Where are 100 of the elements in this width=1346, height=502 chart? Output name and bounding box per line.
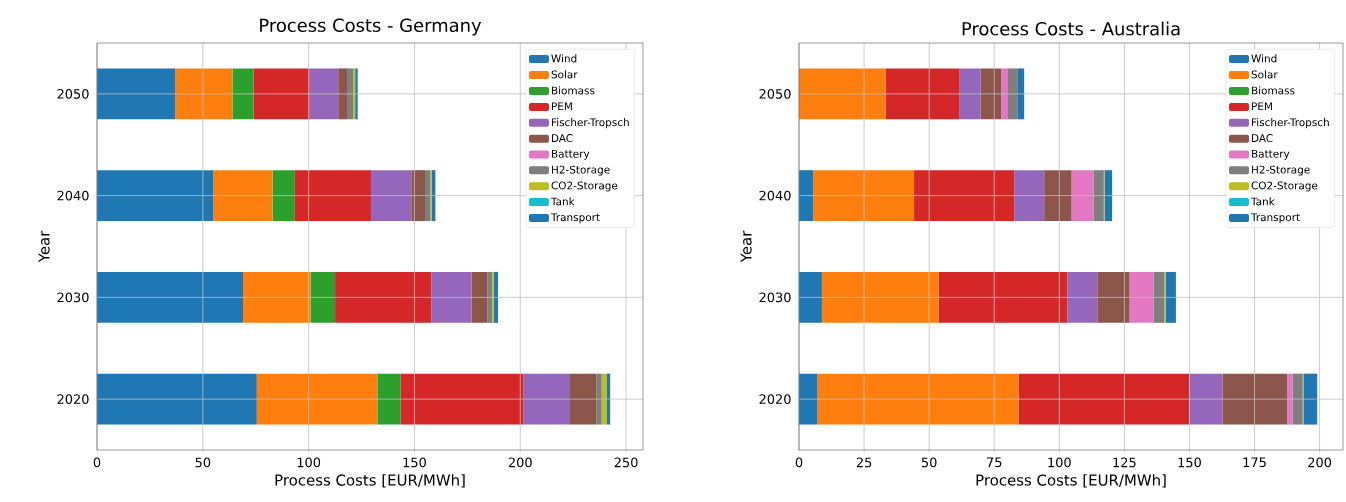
legend-label: Tank — [1250, 197, 1275, 206]
bar — [799, 271, 822, 323]
legend-label: Solar — [1251, 70, 1278, 79]
x-axis-title: Process Costs [EUR/MWh] — [275, 474, 465, 488]
bar — [1292, 373, 1303, 425]
legend-label: Transport — [550, 213, 600, 224]
x-tick-label: 175 — [1243, 457, 1266, 468]
bar — [569, 373, 597, 425]
bar — [253, 68, 310, 120]
legend-label: CO2-Storage — [1251, 181, 1318, 192]
bar — [1044, 170, 1072, 222]
bar — [1008, 68, 1018, 120]
legend-label: Biomass — [1252, 86, 1295, 95]
y-tick-label: 2030 — [759, 292, 791, 303]
bar — [1071, 170, 1094, 222]
x-tick-label: 150 — [403, 457, 426, 468]
legend-label: Biomass — [551, 86, 595, 95]
bar — [97, 68, 176, 120]
bar — [1129, 271, 1154, 323]
bar — [272, 170, 295, 222]
legend-label: DAC — [551, 134, 573, 143]
bar — [1018, 373, 1190, 425]
bar — [97, 373, 257, 425]
legend-label: Wind — [1251, 54, 1277, 63]
legend-label: H2-Storage — [551, 165, 610, 176]
bar — [97, 271, 244, 323]
bar — [596, 373, 602, 425]
bar — [1303, 373, 1318, 425]
legend-label: DAC — [1252, 134, 1273, 143]
bar — [607, 373, 611, 425]
bar — [400, 373, 524, 425]
x-tick-label: 125 — [1113, 457, 1136, 468]
bar — [959, 68, 981, 120]
x-tick-label: 50 — [921, 457, 937, 468]
bar — [1014, 170, 1045, 222]
legend-label: Battery — [1252, 149, 1290, 160]
bar — [493, 271, 499, 323]
x-tick-label: 0 — [93, 457, 101, 468]
bar — [347, 68, 354, 120]
x-tick-label: 0 — [795, 457, 803, 468]
bar — [243, 271, 311, 323]
legend-label: Wind — [551, 54, 577, 63]
bar — [914, 170, 1015, 222]
bar — [817, 373, 1019, 425]
legend-label: CO2-Storage — [551, 181, 618, 192]
y-tick-label: 2020 — [57, 394, 89, 405]
bar — [938, 271, 1068, 323]
bar — [338, 68, 348, 120]
bar — [411, 170, 426, 222]
legend-label: Battery — [551, 149, 590, 160]
x-tick-label: 75 — [987, 457, 1002, 468]
x-tick-label: 150 — [1178, 457, 1201, 468]
legend-label: Fischer-Tropsch — [1252, 118, 1329, 129]
bar — [309, 68, 339, 120]
bar — [310, 271, 336, 323]
legend-label: H2-Storage — [1252, 165, 1310, 176]
chart-title: Process Costs - Germany — [260, 18, 482, 36]
y-tick-label: 2040 — [759, 190, 791, 201]
bar — [885, 68, 960, 120]
x-tick-label: 250 — [614, 457, 638, 468]
bar — [175, 68, 233, 120]
bar — [487, 271, 493, 323]
bar — [425, 170, 431, 222]
bar — [1165, 271, 1176, 323]
y-tick-label: 2050 — [759, 88, 791, 99]
y-tick-label: 2040 — [57, 190, 89, 201]
bar — [1222, 373, 1288, 425]
bar — [1001, 68, 1009, 120]
bar — [1017, 68, 1025, 120]
x-axis-title: Process Costs [EUR/MWh] — [976, 474, 1166, 488]
legend-label: Tank — [550, 197, 575, 206]
y-tick-label: 2050 — [57, 88, 89, 99]
x-tick-label: 50 — [195, 457, 211, 468]
bar — [821, 271, 939, 323]
x-tick-label: 100 — [1048, 457, 1071, 468]
bar — [1189, 373, 1223, 425]
bar — [294, 170, 372, 222]
bar — [335, 271, 432, 323]
bar — [1093, 170, 1104, 222]
y-tick-label: 2030 — [57, 292, 89, 303]
bar — [1067, 271, 1098, 323]
bar — [377, 373, 401, 425]
x-tick-label: 25 — [856, 457, 872, 468]
x-tick-label: 200 — [1308, 457, 1332, 468]
bar — [1097, 271, 1130, 323]
bar — [371, 170, 412, 222]
bar — [431, 271, 472, 323]
x-tick-label: 100 — [297, 457, 321, 468]
bar — [813, 170, 915, 222]
bar — [97, 170, 214, 222]
bar — [601, 373, 608, 425]
legend-label: Fischer-Tropsch — [551, 118, 629, 129]
bar — [471, 271, 488, 323]
y-axis-title: Year — [740, 230, 752, 263]
bar — [256, 373, 378, 425]
bar — [799, 68, 886, 120]
legend-label: PEM — [1252, 102, 1272, 111]
bar — [1153, 271, 1165, 323]
bar — [1287, 373, 1293, 425]
bar — [213, 170, 273, 222]
